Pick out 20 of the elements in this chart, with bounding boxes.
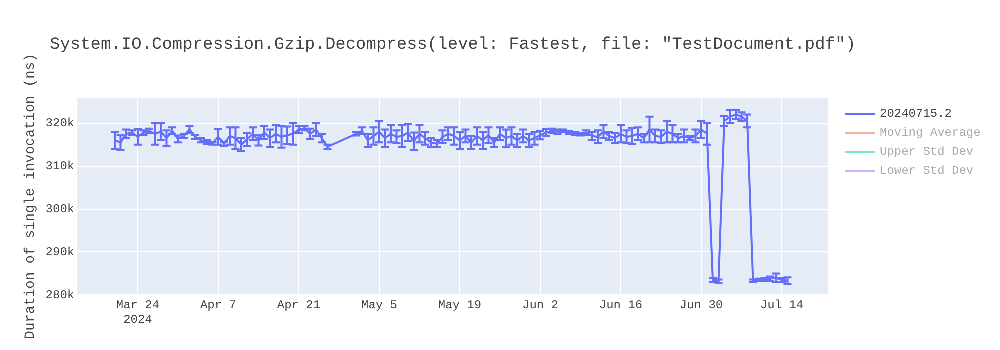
legend-label: Upper Std Dev [880, 144, 974, 158]
x-tick-label: Apr 21 [277, 298, 321, 313]
legend-label: Lower Std Dev [880, 164, 974, 178]
x-tick-label: Jul 14 [760, 298, 804, 313]
y-tick-label: 310k [46, 159, 75, 174]
y-tick-label: 320k [46, 116, 75, 131]
x-tick-label: Jun 2 [522, 298, 558, 313]
y-tick-label: 280k [46, 288, 75, 302]
x-tick-label: Mar 24 2024 [116, 298, 160, 327]
x-tick-label: May 5 [361, 298, 398, 313]
x-tick-label: Jun 30 [680, 298, 724, 313]
y-tick-label: 290k [46, 245, 75, 260]
x-tick-label: May 19 [438, 298, 482, 313]
legend-label: Moving Average [880, 126, 981, 140]
y-tick-label: 300k [46, 202, 75, 216]
legend-label: 20240715.2 [880, 106, 952, 120]
x-tick-label: Jun 16 [599, 298, 643, 313]
y-axis-title: Duration of single invocation (ns) [23, 54, 40, 340]
chart-title: System.IO.Compression.Gzip.Decompress(level: Fastest, file: "TestDocument.pdf") [50, 36, 856, 55]
x-tick-label: Apr 7 [200, 298, 236, 313]
